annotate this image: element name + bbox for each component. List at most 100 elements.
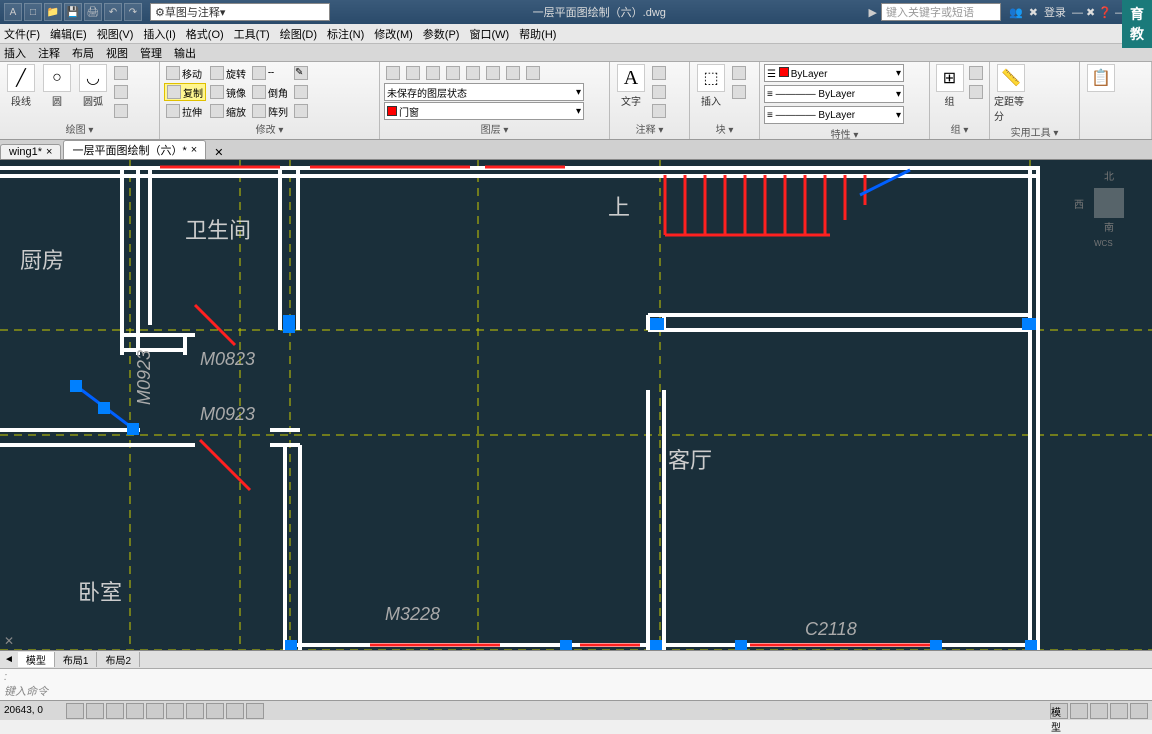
explode-button[interactable] [292, 83, 310, 101]
edit-block-button[interactable] [730, 83, 748, 101]
trim-button[interactable]: ╌ [250, 64, 290, 82]
menu-dim[interactable]: 标注(N) [327, 26, 364, 42]
ellipse-button[interactable] [112, 83, 130, 101]
line-button[interactable]: ╱段线 [4, 64, 38, 108]
clipboard-button[interactable]: 📋 [1084, 64, 1118, 92]
rtab-annot[interactable]: 注释 [38, 45, 60, 61]
menu-edit[interactable]: 编辑(E) [50, 26, 87, 42]
panel-group-title[interactable]: 组 ▾ [934, 120, 985, 137]
doctab-1[interactable]: wing1*× [0, 144, 61, 159]
stretch-button[interactable]: 拉伸 [164, 102, 206, 120]
undo-button[interactable]: ↶ [104, 3, 122, 21]
navcube-face[interactable] [1094, 188, 1124, 218]
panel-props-title[interactable]: 特性 ▾ [764, 125, 925, 142]
menu-format[interactable]: 格式(O) [186, 26, 224, 42]
search-box[interactable]: 键入关键字或短语 [881, 3, 1001, 21]
close-icon[interactable]: × [191, 144, 197, 156]
panel-modify-title[interactable]: 修改 ▾ [164, 120, 375, 137]
menu-help[interactable]: 帮助(H) [519, 26, 556, 42]
rtab-insert[interactable]: 插入 [4, 45, 26, 61]
save-button[interactable]: 💾 [64, 3, 82, 21]
signin-icon[interactable]: 👥 [1009, 6, 1023, 19]
ortho-toggle[interactable] [106, 703, 124, 719]
create-block-button[interactable] [730, 64, 748, 82]
layer-btn6[interactable] [484, 64, 502, 82]
tab-layout1[interactable]: 布局1 [55, 652, 98, 667]
print-button[interactable]: 🖨 [84, 3, 102, 21]
osnap-toggle[interactable] [146, 703, 164, 719]
model-space-toggle[interactable]: 模型 [1050, 703, 1068, 719]
new-button[interactable]: □ [24, 3, 42, 21]
menu-modify[interactable]: 修改(M) [374, 26, 413, 42]
scale-button[interactable]: 缩放 [208, 102, 248, 120]
login-link[interactable]: 登录 [1044, 4, 1066, 20]
status-extra3[interactable] [1110, 703, 1128, 719]
table-button[interactable] [650, 102, 668, 120]
menu-file[interactable]: 文件(F) [4, 26, 40, 42]
measure-button[interactable]: 📏定距等分 [994, 64, 1028, 123]
lwt-toggle[interactable] [226, 703, 244, 719]
rotate-button[interactable]: 旋转 [208, 64, 248, 82]
otrack-toggle[interactable] [166, 703, 184, 719]
status-extra1[interactable] [1070, 703, 1088, 719]
drawing-canvas[interactable]: 厨房 卫生间 卧室 客厅 上 M0823 M0923 M0923 M3228 C… [0, 160, 1152, 650]
layer-state-dropdown[interactable]: 未保存的图层状态▾ [384, 83, 584, 101]
menu-param[interactable]: 参数(P) [423, 26, 460, 42]
layer-btn8[interactable] [524, 64, 542, 82]
rtab-view[interactable]: 视图 [106, 45, 128, 61]
exchange-icon[interactable]: ✖ [1029, 6, 1038, 19]
status-extra4[interactable] [1130, 703, 1148, 719]
close-icon[interactable]: × [46, 146, 52, 158]
menu-draw[interactable]: 绘图(D) [280, 26, 317, 42]
lineweight-dropdown[interactable]: ≡ ———— ByLayer▾ [764, 85, 904, 103]
panel-annot-title[interactable]: 注释 ▾ [614, 120, 685, 137]
layer-btn4[interactable] [444, 64, 462, 82]
menu-insert[interactable]: 插入(I) [143, 26, 175, 42]
leader-button[interactable] [650, 83, 668, 101]
menu-view[interactable]: 视图(V) [97, 26, 134, 42]
layer-btn5[interactable] [464, 64, 482, 82]
app-menu-button[interactable]: A [4, 3, 22, 21]
panel-block-title[interactable]: 块 ▾ [694, 120, 755, 137]
snap-toggle[interactable] [66, 703, 84, 719]
dyn-toggle[interactable] [206, 703, 224, 719]
qp-toggle[interactable] [246, 703, 264, 719]
layer-btn3[interactable] [424, 64, 442, 82]
layer-btn2[interactable] [404, 64, 422, 82]
menu-window[interactable]: 窗口(W) [469, 26, 509, 42]
move-button[interactable]: 移动 [164, 64, 206, 82]
command-line[interactable]: : 键入命令 [0, 668, 1152, 700]
hatch-button[interactable] [112, 102, 130, 120]
color-dropdown[interactable]: ☰ ByLayer▾ [764, 64, 904, 82]
rtab-layout[interactable]: 布局 [72, 45, 94, 61]
open-button[interactable]: 📁 [44, 3, 62, 21]
text-button[interactable]: A文字 [614, 64, 648, 108]
mirror-button[interactable]: 镜像 [208, 83, 248, 101]
rtab-output[interactable]: 输出 [174, 45, 196, 61]
insert-button[interactable]: ⬚插入 [694, 64, 728, 108]
array-button[interactable]: 阵列 [250, 102, 290, 120]
rtab-manage[interactable]: 管理 [140, 45, 162, 61]
tab-model[interactable]: 模型 [18, 652, 55, 667]
doctab-2[interactable]: 一层平面图绘制（六）*× [63, 140, 206, 159]
offset-button[interactable] [292, 102, 310, 120]
polar-toggle[interactable] [126, 703, 144, 719]
grid-toggle[interactable] [86, 703, 104, 719]
tab-layout2[interactable]: 布局2 [97, 652, 140, 667]
redo-button[interactable]: ↷ [124, 3, 142, 21]
dim-button[interactable] [650, 64, 668, 82]
new-tab-button[interactable]: ✕ [208, 146, 229, 159]
group-edit-button[interactable] [967, 83, 985, 101]
menu-tools[interactable]: 工具(T) [234, 26, 270, 42]
circle-button[interactable]: ○圆 [40, 64, 74, 108]
group-button[interactable]: ⊞组 [934, 64, 965, 108]
status-extra2[interactable] [1090, 703, 1108, 719]
ungroup-button[interactable] [967, 64, 985, 82]
rect-button[interactable] [112, 64, 130, 82]
panel-draw-title[interactable]: 绘图 ▾ [4, 120, 155, 137]
arc-button[interactable]: ◡圆弧 [76, 64, 110, 108]
erase-button[interactable]: ✎ [292, 64, 310, 82]
workspace-dropdown[interactable]: ⚙ 草图与注释 ▾ [150, 3, 330, 21]
copy-button[interactable]: 复制 [164, 83, 206, 101]
panel-util-title[interactable]: 实用工具 ▾ [994, 123, 1075, 140]
